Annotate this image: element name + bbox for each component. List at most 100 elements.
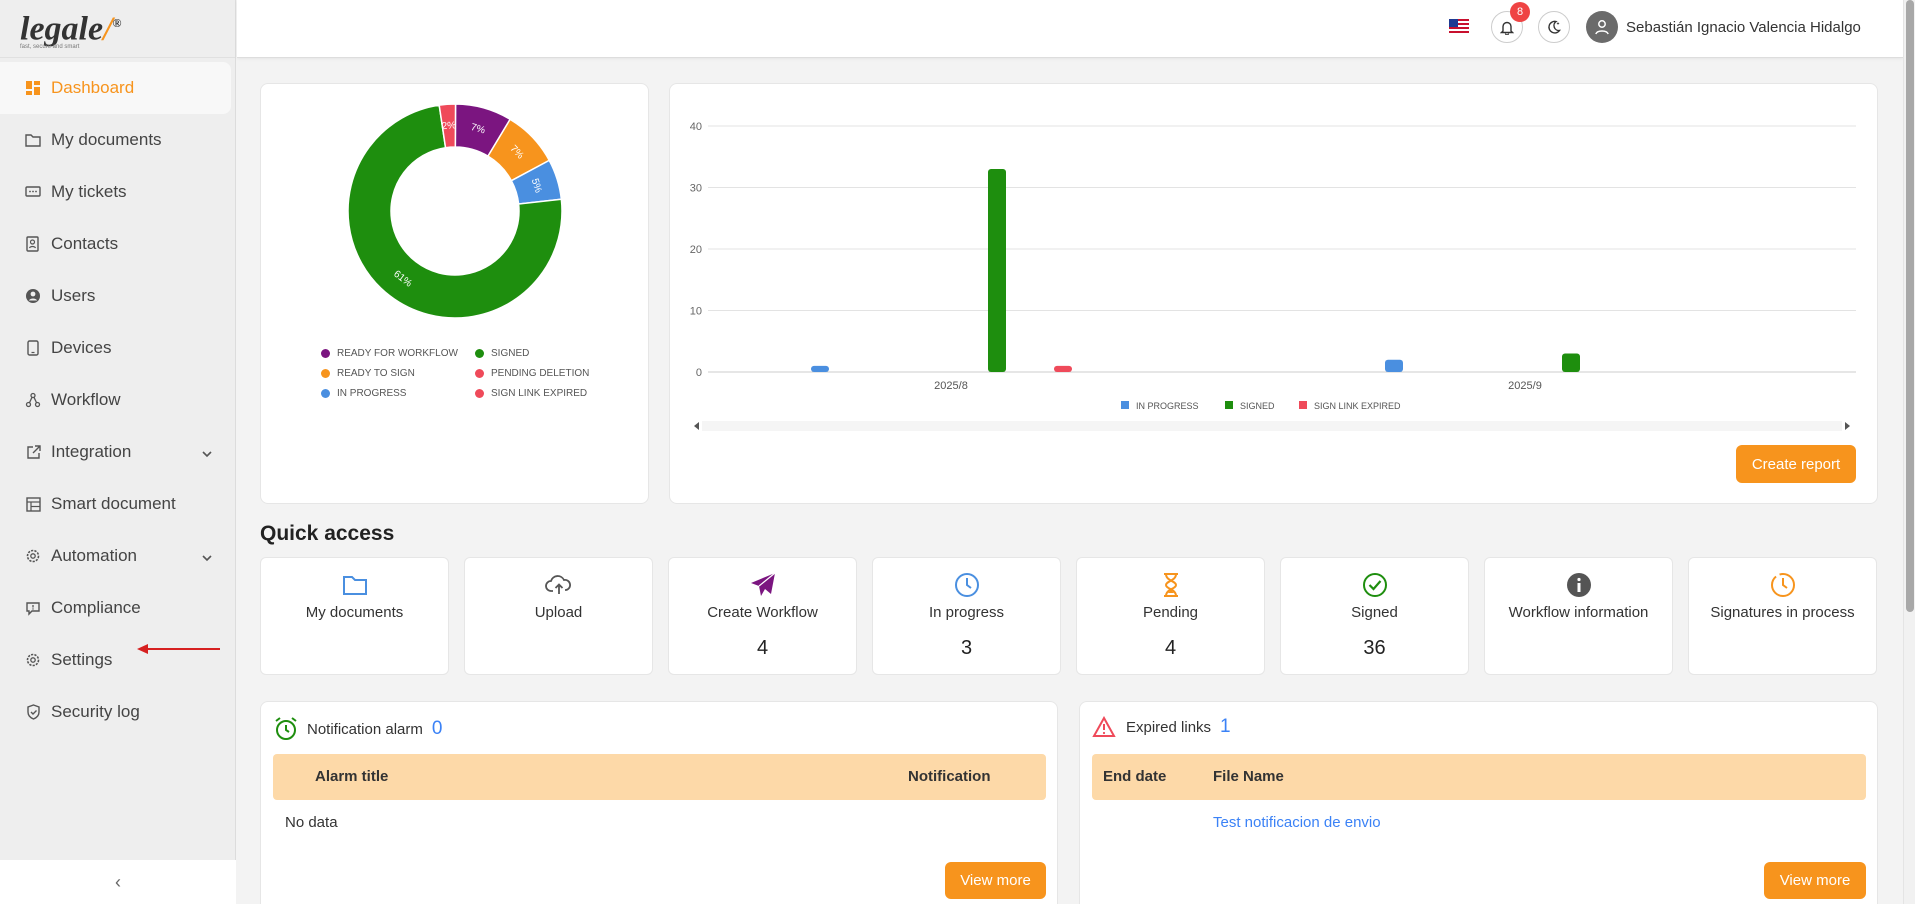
sidebar-item-label: Devices (51, 338, 112, 357)
donut-legend-item[interactable]: SIGNED (475, 348, 591, 359)
y-tick-label: 20 (690, 244, 702, 256)
donut-legend-item[interactable]: PENDING DELETION (475, 368, 591, 379)
avatar[interactable] (1586, 11, 1618, 43)
donut-slice[interactable] (347, 104, 563, 319)
page-scrollbar[interactable] (1903, 0, 1915, 904)
bar[interactable] (988, 169, 1006, 372)
legend-label: PENDING DELETION (491, 368, 590, 379)
dark-mode-toggle[interactable] (1538, 11, 1570, 43)
quick-access-my-documents[interactable]: My documents (260, 557, 449, 675)
legend-label: SIGN LINK EXPIRED (491, 388, 588, 399)
sidebar-item-contacts[interactable]: Contacts (0, 218, 235, 270)
legend-swatch (475, 348, 484, 358)
sidebar: legale/® fast, secure and smart Dashboar… (0, 0, 236, 904)
scroll-left-icon[interactable] (694, 422, 699, 430)
quick-access-workflow-information[interactable]: Workflow information (1484, 557, 1673, 675)
legend-swatch (475, 368, 484, 378)
quick-access-label: Upload (534, 604, 583, 621)
sidebar-item-integration[interactable]: Integration (0, 426, 235, 478)
legend-swatch (1299, 401, 1307, 409)
quick-access-signed[interactable]: Signed 36 (1280, 557, 1469, 675)
column-end-date[interactable]: End date (1103, 768, 1167, 785)
hourglass-icon (1163, 573, 1178, 597)
expired-view-more-button[interactable]: View more (1764, 862, 1866, 899)
sidebar-item-label: Dashboard (51, 78, 135, 97)
quick-access-count: 4 (756, 637, 769, 659)
sidebar-item-compliance[interactable]: Compliance (0, 582, 235, 634)
legend-swatch (321, 348, 330, 358)
sidebar-item-label: Settings (51, 650, 113, 669)
notification-alarm-panel: Notification alarm 0 Alarm title Notific… (260, 701, 1058, 904)
donut-legend-item[interactable]: READY TO SIGN (321, 368, 475, 379)
chevron-down-icon[interactable] (201, 443, 213, 463)
bar[interactable] (1385, 359, 1403, 372)
legend-label: READY FOR WORKFLOW (337, 348, 458, 359)
bar[interactable] (811, 365, 829, 372)
tablet-icon (24, 339, 42, 357)
sidebar-item-label: Smart document (51, 494, 176, 513)
expired-table-header: End date File Name (1092, 754, 1866, 800)
us-flag-icon[interactable] (1449, 19, 1469, 33)
quick-access-in-progress[interactable]: In progress 3 (872, 557, 1061, 675)
bar[interactable] (1562, 353, 1580, 372)
column-notification[interactable]: Notification (908, 768, 991, 785)
legend-swatch (475, 388, 484, 398)
notification-alarm-count: 0 (431, 718, 443, 739)
sidebar-item-label: Integration (51, 442, 132, 461)
quick-access-label: Create Workflow (707, 604, 818, 621)
scrollbar-thumb[interactable] (1906, 0, 1914, 612)
notification-view-more-button[interactable]: View more (945, 862, 1046, 899)
legend-swatch (321, 368, 330, 378)
sidebar-item-my-tickets[interactable]: My tickets (0, 166, 235, 218)
sidebar-item-settings[interactable]: Settings (0, 634, 235, 686)
legend-label[interactable]: IN PROGRESS (1136, 401, 1199, 411)
donut-legend-item[interactable]: READY FOR WORKFLOW (321, 348, 475, 359)
folder-icon (24, 131, 42, 149)
sidebar-item-devices[interactable]: Devices (0, 322, 235, 374)
sidebar-item-label: My tickets (51, 182, 127, 201)
notification-empty-text: No data (285, 814, 338, 831)
status-donut-chart: 7%7%5%61%2% (347, 103, 563, 319)
chevron-down-icon[interactable] (201, 547, 213, 567)
sidebar-item-dashboard[interactable]: Dashboard (0, 62, 231, 114)
donut-slice[interactable] (438, 103, 457, 149)
bar[interactable] (1054, 365, 1072, 372)
create-report-button[interactable]: Create report (1736, 445, 1856, 483)
x-tick-label: 2025/8 (934, 380, 968, 392)
quick-access-signatures-in-process[interactable]: Signatures in process (1688, 557, 1877, 675)
logo[interactable]: legale/® fast, secure and smart (0, 0, 235, 58)
column-file-name[interactable]: File Name (1213, 768, 1284, 785)
sidebar-item-label: My documents (51, 130, 162, 149)
sidebar-item-smart-document[interactable]: Smart document (0, 478, 235, 530)
legend-swatch (1225, 401, 1233, 409)
quick-access-create-workflow[interactable]: Create Workflow 4 (668, 557, 857, 675)
scroll-right-icon[interactable] (1845, 422, 1850, 430)
expired-file-link[interactable]: Test notificacion de envio (1213, 814, 1381, 831)
notification-alarm-title: Notification alarm (307, 720, 423, 738)
donut-legend-item[interactable]: SIGN LINK EXPIRED (475, 388, 591, 399)
user-name[interactable]: Sebastián Ignacio Valencia Hidalgo (1626, 19, 1861, 36)
sidebar-item-users[interactable]: Users (0, 270, 235, 322)
sidebar-collapse-button[interactable]: ‹ (0, 860, 236, 904)
legend-label[interactable]: SIGN LINK EXPIRED (1314, 401, 1401, 411)
monthly-bar-card: 0 10 20 30 40 2025/8 2025/9 IN PROGRESS SIGNED SI… (669, 83, 1878, 504)
quick-access-pending[interactable]: Pending 4 (1076, 557, 1265, 675)
legend-label[interactable]: SIGNED (1240, 401, 1275, 411)
donut-legend-item[interactable]: IN PROGRESS (321, 388, 475, 399)
sidebar-item-automation[interactable]: Automation (0, 530, 235, 582)
notifications-button[interactable]: 8 (1491, 2, 1530, 43)
y-tick-label: 30 (690, 183, 702, 195)
sidebar-item-workflow[interactable]: Workflow (0, 374, 235, 426)
chart-scrollbar[interactable] (692, 419, 1852, 433)
quick-access-upload[interactable]: Upload (464, 557, 653, 675)
ticket-icon (24, 183, 42, 201)
sidebar-item-security-log[interactable]: Security log (0, 686, 235, 738)
notification-badge: 8 (1510, 2, 1530, 22)
column-alarm-title[interactable]: Alarm title (315, 768, 389, 785)
bell-icon (1500, 21, 1514, 35)
paper-plane-icon (750, 572, 775, 596)
notification-alarm-header: Notification alarm 0 (273, 716, 442, 742)
legend-label: IN PROGRESS (337, 388, 407, 399)
sidebar-item-my-documents[interactable]: My documents (0, 114, 235, 166)
quick-access-label: Workflow information (1508, 604, 1649, 621)
